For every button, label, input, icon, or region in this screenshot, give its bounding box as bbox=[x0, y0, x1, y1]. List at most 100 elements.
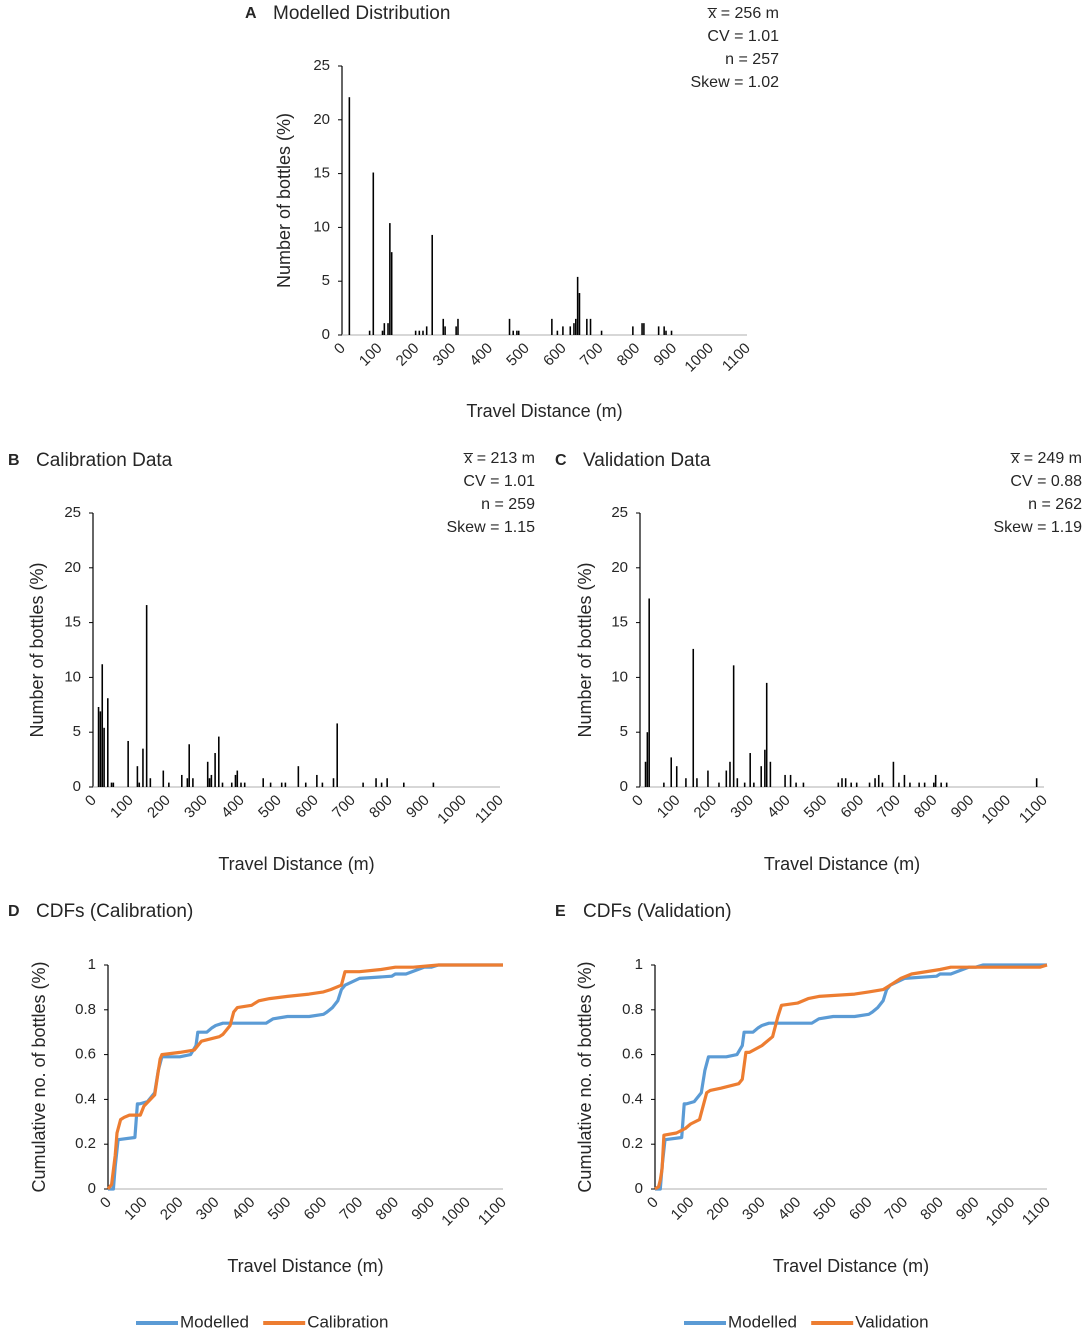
x-tick-label: 600 bbox=[837, 792, 867, 822]
histogram-bar bbox=[644, 761, 647, 787]
y-tick-label: 0 bbox=[322, 326, 330, 343]
x-tick-label: 200 bbox=[703, 1194, 733, 1224]
y-tick-label: 0 bbox=[73, 778, 81, 795]
cdf-line-modelled bbox=[655, 963, 1047, 1191]
histogram-bar bbox=[795, 782, 797, 787]
y-tick-label: 0.6 bbox=[75, 1046, 96, 1063]
x-tick-label: 100 bbox=[121, 1194, 151, 1224]
y-tick-label: 0 bbox=[620, 778, 628, 795]
histogram-bar bbox=[933, 782, 935, 787]
histogram-bar bbox=[632, 326, 634, 335]
x-tick-label: 900 bbox=[948, 792, 978, 822]
histogram-bar bbox=[103, 727, 105, 787]
histogram-bar bbox=[206, 761, 209, 787]
x-tick-label: 500 bbox=[503, 340, 533, 370]
histogram-bar bbox=[97, 706, 100, 787]
histogram-bar bbox=[868, 782, 871, 787]
stat-line: x̅ = 213 m bbox=[463, 450, 535, 467]
y-tick-label: 10 bbox=[313, 218, 330, 235]
x-tick-label: 600 bbox=[292, 792, 322, 822]
histogram-bar bbox=[362, 782, 364, 787]
y-tick-label: 5 bbox=[620, 723, 628, 740]
histogram-bar bbox=[455, 326, 457, 335]
x-axis-label: Travel Distance (m) bbox=[466, 401, 622, 421]
x-tick-label: 100 bbox=[654, 792, 684, 822]
x-tick-label: 400 bbox=[218, 792, 248, 822]
x-axis-label: Travel Distance (m) bbox=[773, 1256, 929, 1276]
histogram-bar bbox=[707, 770, 709, 787]
histogram-bar bbox=[280, 782, 283, 787]
histogram-bar bbox=[297, 766, 300, 787]
y-axis-label: Cumulative no. of bottles (%) bbox=[575, 961, 595, 1192]
histogram-bar bbox=[444, 326, 446, 335]
x-tick-label: 400 bbox=[229, 1194, 259, 1224]
histogram-bar bbox=[765, 682, 768, 787]
histogram-bar bbox=[736, 778, 739, 787]
y-tick-label: 0.8 bbox=[75, 1001, 96, 1018]
histogram-bar bbox=[107, 698, 109, 787]
x-tick-label: 1100 bbox=[1019, 1194, 1054, 1229]
panel-letter: E bbox=[555, 903, 566, 920]
y-tick-label: 10 bbox=[64, 668, 81, 685]
histogram-bar bbox=[386, 778, 388, 787]
histogram-bar bbox=[101, 664, 104, 787]
histogram-bar bbox=[368, 330, 371, 335]
x-tick-label: 900 bbox=[953, 1194, 983, 1224]
histogram-bar bbox=[336, 723, 338, 787]
y-tick-label: 20 bbox=[64, 559, 81, 576]
panel-letter: C bbox=[555, 452, 567, 469]
histogram-bar bbox=[940, 782, 942, 787]
histogram-bar bbox=[162, 770, 165, 787]
y-tick-label: 25 bbox=[313, 57, 330, 74]
histogram-bar bbox=[569, 326, 572, 335]
histogram-bar bbox=[390, 252, 393, 335]
histogram-bar bbox=[457, 318, 459, 335]
x-axis-label: Travel Distance (m) bbox=[227, 1256, 383, 1276]
histogram-bar bbox=[663, 326, 665, 335]
histogram-bar bbox=[850, 782, 852, 787]
stat-line: n = 259 bbox=[481, 496, 535, 513]
panel-title: CDFs (Validation) bbox=[583, 901, 732, 922]
histogram-bar bbox=[99, 711, 102, 787]
x-tick-label: 800 bbox=[614, 340, 644, 370]
x-tick-label: 1100 bbox=[475, 1194, 510, 1229]
x-tick-label: 400 bbox=[764, 792, 794, 822]
y-tick-label: 20 bbox=[313, 111, 330, 128]
x-tick-label: 600 bbox=[846, 1194, 876, 1224]
stat-line: Skew = 1.19 bbox=[994, 519, 1083, 536]
histogram-bar bbox=[718, 782, 720, 787]
y-tick-label: 0 bbox=[88, 1180, 96, 1197]
x-tick-label: 0 bbox=[644, 1194, 662, 1212]
x-tick-label: 300 bbox=[193, 1194, 223, 1224]
histogram-bar bbox=[663, 782, 665, 787]
y-tick-label: 0.2 bbox=[75, 1135, 96, 1152]
histogram-bar bbox=[110, 782, 113, 787]
x-tick-label: 200 bbox=[691, 792, 721, 822]
x-tick-label: 800 bbox=[372, 1194, 402, 1224]
histogram-bar bbox=[586, 318, 588, 335]
histogram-bar bbox=[578, 293, 581, 335]
y-axis-label: Number of bottles (%) bbox=[274, 113, 294, 288]
stat-line: x̅ = 256 m bbox=[707, 5, 779, 22]
legend-label: Calibration bbox=[307, 1312, 388, 1331]
y-tick-label: 0 bbox=[635, 1180, 643, 1197]
panel-title: Calibration Data bbox=[36, 450, 173, 471]
histogram-bar bbox=[892, 761, 895, 787]
histogram-bar bbox=[516, 330, 518, 335]
x-tick-label: 300 bbox=[181, 792, 211, 822]
x-axis-label: Travel Distance (m) bbox=[218, 854, 374, 874]
y-axis-label: Number of bottles (%) bbox=[575, 562, 595, 737]
x-tick-label: 700 bbox=[577, 340, 607, 370]
x-tick-label: 600 bbox=[540, 340, 570, 370]
histogram-bar bbox=[243, 782, 246, 787]
histogram-bar bbox=[403, 782, 405, 787]
panel-c-validation-data: C Validation Data x̅ = 249 m CV = 0.88 n = 2… bbox=[555, 450, 1082, 874]
y-axis-label: Cumulative no. of bottles (%) bbox=[29, 961, 49, 1192]
histogram-bar bbox=[802, 782, 805, 787]
histogram-bar bbox=[576, 276, 579, 335]
histogram-bar bbox=[387, 323, 389, 335]
y-tick-label: 0.6 bbox=[622, 1046, 643, 1063]
histogram-bar bbox=[643, 323, 645, 335]
histogram-bar bbox=[418, 330, 421, 335]
